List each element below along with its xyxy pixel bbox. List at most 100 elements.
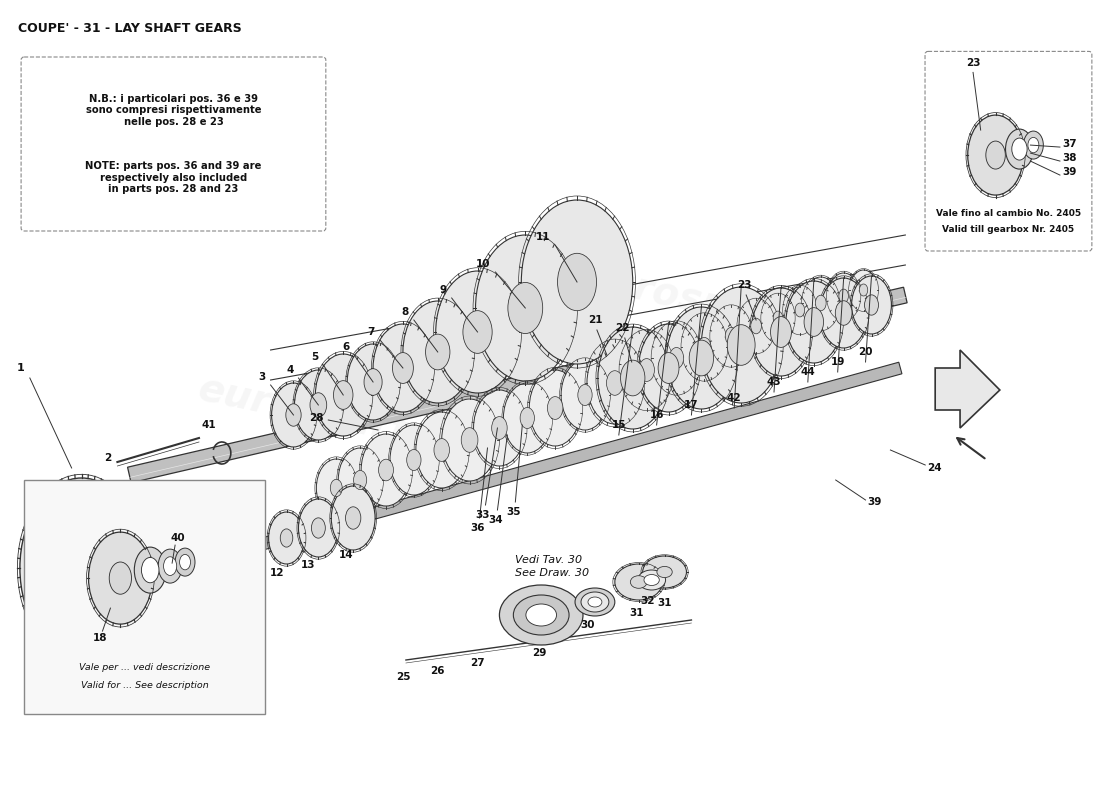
Text: 44: 44 (801, 367, 815, 377)
Ellipse shape (521, 200, 632, 364)
Ellipse shape (520, 407, 535, 429)
Ellipse shape (310, 393, 327, 418)
Ellipse shape (561, 360, 609, 430)
Ellipse shape (492, 417, 507, 439)
Ellipse shape (548, 397, 563, 419)
Text: 2: 2 (104, 453, 111, 463)
Ellipse shape (475, 235, 575, 381)
Text: 25: 25 (396, 672, 410, 682)
Ellipse shape (615, 564, 662, 600)
Ellipse shape (268, 512, 305, 564)
Ellipse shape (968, 115, 1023, 195)
Text: 29: 29 (532, 648, 547, 658)
Polygon shape (935, 350, 1000, 428)
Text: 41: 41 (201, 420, 217, 430)
Text: Valid for ... See description: Valid for ... See description (80, 681, 208, 690)
Ellipse shape (158, 549, 183, 583)
Ellipse shape (658, 353, 679, 383)
Text: 8: 8 (402, 307, 409, 317)
Ellipse shape (436, 271, 519, 393)
Ellipse shape (317, 459, 356, 517)
Text: 15: 15 (612, 420, 626, 430)
Ellipse shape (461, 428, 477, 452)
Text: 27: 27 (470, 658, 485, 668)
Ellipse shape (773, 311, 783, 325)
Ellipse shape (839, 289, 848, 303)
Ellipse shape (526, 604, 557, 626)
Text: 13: 13 (301, 560, 316, 570)
Ellipse shape (751, 288, 811, 376)
Ellipse shape (606, 370, 624, 395)
Ellipse shape (529, 370, 581, 446)
Text: 32: 32 (640, 596, 654, 606)
Text: 34: 34 (488, 515, 503, 525)
Ellipse shape (986, 141, 1005, 169)
Text: 1: 1 (18, 363, 25, 373)
Ellipse shape (784, 287, 816, 333)
Ellipse shape (859, 284, 868, 296)
Ellipse shape (849, 270, 878, 310)
Text: 20: 20 (858, 347, 872, 357)
Ellipse shape (514, 595, 569, 635)
Ellipse shape (499, 585, 583, 645)
Ellipse shape (727, 325, 755, 366)
Text: Valid till gearbox Nr. 2405: Valid till gearbox Nr. 2405 (943, 225, 1075, 234)
Text: 16: 16 (649, 410, 664, 420)
Ellipse shape (353, 470, 366, 490)
Polygon shape (24, 480, 265, 714)
Text: 42: 42 (727, 393, 741, 403)
FancyBboxPatch shape (925, 51, 1092, 251)
Ellipse shape (770, 317, 791, 347)
Text: See Draw. 30: See Draw. 30 (515, 568, 590, 578)
Ellipse shape (1023, 131, 1043, 159)
Ellipse shape (642, 556, 686, 588)
Text: 39: 39 (868, 497, 882, 507)
Ellipse shape (295, 370, 342, 440)
Ellipse shape (803, 277, 838, 329)
Ellipse shape (142, 558, 160, 582)
Text: 22: 22 (616, 323, 630, 333)
Ellipse shape (378, 459, 394, 481)
Ellipse shape (345, 507, 361, 530)
Ellipse shape (416, 412, 468, 488)
Text: 5: 5 (311, 352, 318, 362)
Ellipse shape (865, 295, 879, 315)
Ellipse shape (48, 606, 55, 616)
Ellipse shape (330, 479, 342, 497)
Ellipse shape (298, 499, 339, 557)
Text: eurospartes: eurospartes (195, 370, 462, 462)
Ellipse shape (348, 344, 399, 420)
Ellipse shape (179, 554, 190, 570)
Text: 26: 26 (430, 666, 446, 676)
Text: NOTE: parts pos. 36 and 39 are
respectively also included
in parts pos. 28 and 2: NOTE: parts pos. 36 and 39 are respectiv… (86, 161, 262, 194)
Ellipse shape (504, 383, 551, 453)
Ellipse shape (280, 529, 293, 547)
Text: 40: 40 (170, 533, 186, 543)
Text: Vedi Tav. 30: Vedi Tav. 30 (515, 555, 583, 565)
Ellipse shape (682, 315, 726, 379)
Ellipse shape (333, 381, 353, 410)
Ellipse shape (588, 597, 602, 607)
Text: 28: 28 (309, 413, 323, 423)
Ellipse shape (434, 438, 450, 462)
Ellipse shape (587, 342, 642, 424)
Ellipse shape (373, 324, 432, 412)
Ellipse shape (442, 399, 497, 481)
Ellipse shape (1005, 129, 1033, 169)
Ellipse shape (88, 532, 152, 624)
Ellipse shape (558, 254, 596, 310)
Ellipse shape (581, 592, 609, 612)
Text: 33: 33 (475, 510, 490, 520)
Text: 6: 6 (342, 342, 349, 352)
Ellipse shape (702, 287, 781, 403)
Ellipse shape (639, 324, 698, 412)
Ellipse shape (1012, 138, 1027, 160)
Text: 31: 31 (629, 608, 644, 618)
Text: 18: 18 (94, 633, 108, 643)
Text: 37: 37 (1063, 139, 1077, 149)
Ellipse shape (795, 303, 805, 317)
Ellipse shape (364, 369, 382, 395)
Ellipse shape (657, 566, 672, 578)
Text: 11: 11 (536, 232, 550, 242)
Text: N.B.: i particolari pos. 36 e 39
sono compresi rispettivamente
nelle pos. 28 e 2: N.B.: i particolari pos. 36 e 39 sono co… (86, 94, 261, 127)
